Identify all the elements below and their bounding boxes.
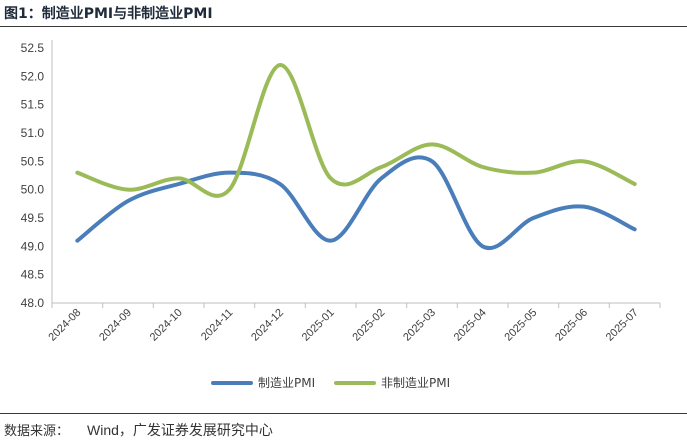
x-tick-label: 2024-11 — [199, 307, 235, 343]
series-line-1 — [75, 155, 637, 251]
y-tick-label: 51.5 — [21, 98, 45, 112]
title-divider — [0, 26, 687, 27]
series-lines — [75, 63, 637, 251]
y-tick-label: 52.5 — [21, 41, 45, 55]
x-tick-label: 2025-03 — [401, 307, 438, 344]
x-tick-label: 2025-05 — [502, 307, 539, 344]
y-tick-label: 50.5 — [21, 154, 45, 168]
y-tick-label: 48.0 — [21, 296, 45, 310]
x-tick-label: 2025-07 — [604, 307, 641, 344]
y-tick-label: 48.5 — [21, 268, 45, 282]
x-tick-label: 2025-01 — [300, 307, 337, 344]
y-tick-label: 49.5 — [21, 211, 45, 225]
chart-title: 图1：制造业PMI与非制造业PMI — [4, 6, 213, 22]
y-tick-labels: 48.0 48.5 49.0 49.5 50.0 50.5 51.0 51.5 52.0 52.5 — [21, 41, 45, 310]
y-tick-label: 51.0 — [21, 126, 45, 140]
chart-legend: 制造业PMI 非制造业PMI — [211, 376, 450, 390]
legend-label-1: 制造业PMI — [258, 376, 315, 390]
x-tick-label: 2025-02 — [350, 307, 387, 344]
series-line-2 — [75, 63, 637, 198]
x-tick-label: 2024-10 — [148, 307, 185, 344]
y-tick-label: 50.0 — [21, 183, 45, 197]
footer-divider — [0, 413, 687, 414]
x-tick-label: 2024-09 — [97, 307, 134, 344]
x-tick-label: 2024-12 — [249, 307, 286, 344]
x-tick-label: 2025-04 — [452, 307, 489, 344]
chart-axes — [51, 40, 661, 308]
y-tick-label: 49.0 — [21, 239, 45, 253]
source-note: 数据来源： Wind，广发证券发展研究中心 — [4, 420, 273, 440]
legend-label-2: 非制造业PMI — [381, 376, 450, 390]
source-label: 数据来源： — [4, 424, 70, 439]
x-tick-labels: 2024-08 2024-09 2024-10 2024-11 2024-12 2025-… — [46, 307, 640, 344]
y-tick-label: 52.0 — [21, 69, 45, 83]
x-tick-label: 2024-08 — [46, 307, 83, 344]
x-tick-label: 2025-06 — [553, 307, 590, 344]
source-value: Wind，广发证券发展研究中心 — [87, 422, 273, 438]
